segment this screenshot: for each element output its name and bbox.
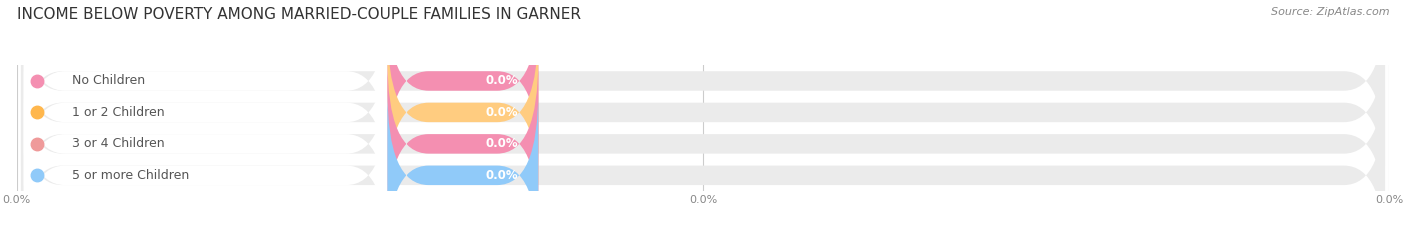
Text: INCOME BELOW POVERTY AMONG MARRIED-COUPLE FAMILIES IN GARNER: INCOME BELOW POVERTY AMONG MARRIED-COUPL… [17,7,581,22]
FancyBboxPatch shape [21,0,1385,166]
FancyBboxPatch shape [24,59,388,229]
Text: 0.0%: 0.0% [485,169,517,182]
Text: No Children: No Children [72,75,145,87]
Text: 0.0%: 0.0% [485,137,517,150]
FancyBboxPatch shape [24,28,388,197]
FancyBboxPatch shape [388,59,538,229]
FancyBboxPatch shape [21,91,1385,233]
FancyBboxPatch shape [24,0,388,166]
FancyBboxPatch shape [21,59,1385,229]
FancyBboxPatch shape [388,0,538,166]
Text: Source: ZipAtlas.com: Source: ZipAtlas.com [1271,7,1389,17]
FancyBboxPatch shape [21,28,1385,197]
FancyBboxPatch shape [388,28,538,197]
Text: 0.0%: 0.0% [485,106,517,119]
Text: 0.0%: 0.0% [485,75,517,87]
Text: 1 or 2 Children: 1 or 2 Children [72,106,165,119]
Text: 3 or 4 Children: 3 or 4 Children [72,137,165,150]
FancyBboxPatch shape [388,91,538,233]
Text: 5 or more Children: 5 or more Children [72,169,188,182]
FancyBboxPatch shape [24,91,388,233]
